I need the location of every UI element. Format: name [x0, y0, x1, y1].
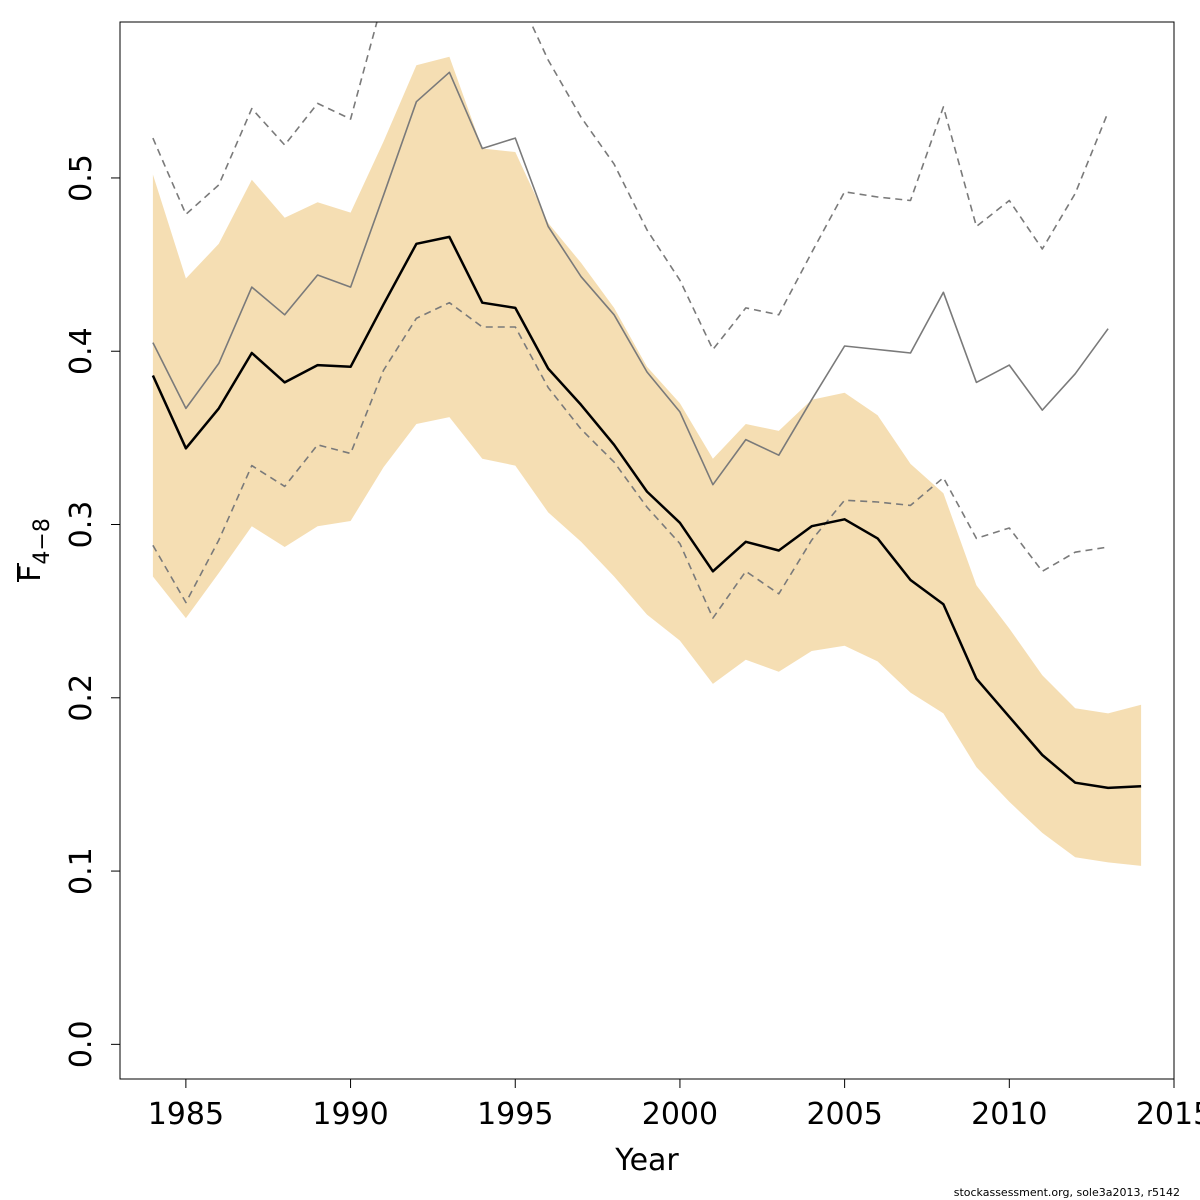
- series-layer: [151, 22, 1142, 790]
- series-line-previous-lower: [152, 301, 1109, 619]
- x-axis-title: Year: [614, 1143, 679, 1178]
- series-line-estimate: [151, 235, 1142, 790]
- x-tick-label: 2010: [971, 1097, 1047, 1132]
- x-tick-label: 2000: [642, 1097, 718, 1132]
- series-line-previous-upper: [152, 22, 1109, 351]
- confidence-band: [152, 56, 1142, 866]
- plot-area: [151, 22, 1142, 866]
- series-line-previous: [152, 71, 1109, 486]
- y-tick-label: 0.5: [64, 154, 99, 202]
- y-tick-label: 0.1: [64, 847, 99, 895]
- x-tick-label: 2015: [1136, 1097, 1200, 1132]
- y-tick-label: 0.4: [64, 327, 99, 375]
- x-tick-label: 1985: [148, 1097, 224, 1132]
- x-axis: 1985 1990 1995 2000 2005 2010 2015: [148, 1078, 1200, 1132]
- y-axis: 0.0 0.1 0.2 0.3 0.4 0.5: [64, 154, 121, 1068]
- y-axis-title: F4−8: [13, 518, 55, 582]
- y-tick-label: 0.0: [64, 1020, 99, 1068]
- x-tick-label: 2005: [806, 1097, 882, 1132]
- x-tick-label: 1995: [477, 1097, 553, 1132]
- y-axis-title-main: F: [13, 565, 48, 582]
- footnote: stockassessment.org, sole3a2013, r5142: [954, 1186, 1180, 1199]
- y-axis-title-subscript: 4−8: [30, 518, 55, 564]
- y-tick-label: 0.3: [64, 501, 99, 549]
- confidence-band-layer: [152, 56, 1142, 866]
- y-tick-label: 0.2: [64, 674, 99, 722]
- x-tick-label: 1990: [312, 1097, 388, 1132]
- svg-text:F4−8: F4−8: [13, 518, 55, 582]
